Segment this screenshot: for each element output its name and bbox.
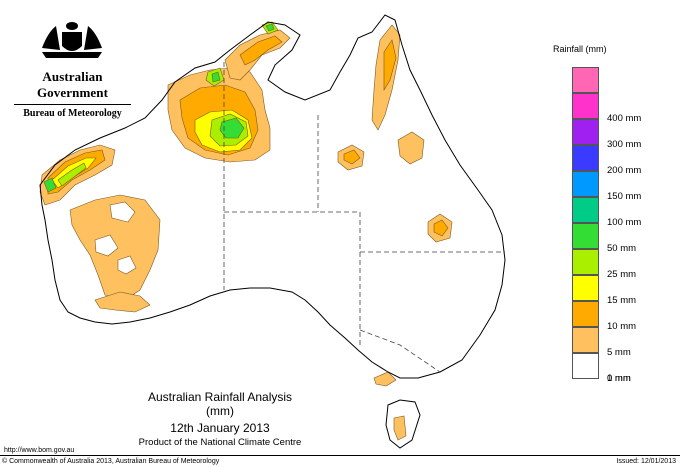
mainland-coastline bbox=[39, 14, 506, 379]
rain-area-top-end-25mm bbox=[265, 23, 275, 32]
rain-area-darwin-25mm bbox=[211, 71, 221, 83]
legend-label: 50 mm bbox=[607, 243, 637, 254]
legend-label: 400 mm bbox=[607, 113, 642, 124]
legend-label: 0 mm bbox=[607, 373, 631, 384]
government-rule bbox=[14, 104, 131, 105]
caption-date: 12th January 2013 bbox=[170, 421, 270, 435]
rain-area-vic bbox=[373, 371, 397, 387]
issued-date: Issued: 12/01/2013 bbox=[616, 458, 676, 465]
legend-row: 0 mm bbox=[572, 373, 672, 405]
footer-divider bbox=[0, 455, 680, 456]
legend-swatch bbox=[572, 249, 599, 275]
legend-label: 15 mm bbox=[607, 295, 637, 306]
legend-swatch bbox=[572, 171, 599, 197]
legend-row: 50 mm bbox=[572, 223, 672, 254]
legend-label: 1 mm bbox=[607, 373, 631, 384]
legend-swatch bbox=[572, 353, 599, 379]
rain-area-wa-south bbox=[94, 291, 151, 313]
rain-area-kimberley-25mm bbox=[219, 117, 245, 139]
coat-of-arms-icon bbox=[42, 22, 102, 58]
legend-title: Rainfall (mm) bbox=[553, 44, 607, 54]
rainfall-shading bbox=[39, 21, 453, 441]
rain-area-qld-south-5mm bbox=[433, 219, 449, 237]
legend-row: 15 mm bbox=[572, 275, 672, 306]
legend-swatch bbox=[572, 119, 599, 145]
legend-row: 200 mm bbox=[572, 145, 672, 176]
legend-row: 300 mm bbox=[572, 119, 672, 150]
legend-swatch bbox=[572, 93, 599, 119]
legend-label: 300 mm bbox=[607, 139, 642, 150]
rain-area-wa-cutout-3 bbox=[117, 255, 137, 275]
rain-area-qld-central-5mm bbox=[343, 149, 361, 165]
rain-area-tas bbox=[393, 415, 407, 441]
legend-swatch bbox=[572, 67, 599, 93]
legend-label: 100 mm bbox=[607, 217, 642, 228]
legend-swatch bbox=[572, 301, 599, 327]
legend-swatch bbox=[572, 327, 599, 353]
government-branding: Australian Government Bureau of Meteorol… bbox=[10, 10, 135, 119]
state-borders bbox=[223, 62, 505, 373]
legend-label: 10 mm bbox=[607, 321, 637, 332]
rain-area-pilbara-25mm bbox=[43, 177, 57, 193]
rain-area-qld-cape-5mm bbox=[383, 39, 397, 92]
rain-area-wa-cutout-1 bbox=[109, 201, 136, 223]
copyright-text: © Commonwealth of Australia 2013, Austra… bbox=[2, 458, 220, 465]
legend-row: 5 mm bbox=[572, 327, 672, 358]
legend-row: 25 mm bbox=[572, 249, 672, 280]
legend-row bbox=[572, 67, 672, 93]
bom-url: http://www.bom.gov.au bbox=[4, 447, 75, 454]
legend-row: 10 mm bbox=[572, 301, 672, 332]
legend-row: 150 mm bbox=[572, 171, 672, 202]
rain-area-qld-east bbox=[397, 131, 425, 165]
government-title: Australian Government bbox=[36, 69, 109, 100]
legend-swatch bbox=[572, 223, 599, 249]
legend-label: 5 mm bbox=[607, 347, 631, 358]
caption-title: Australian Rainfall Analysis (mm) bbox=[147, 390, 293, 418]
legend-row: 400 mm bbox=[572, 93, 672, 124]
legend-swatch bbox=[572, 145, 599, 171]
tasmania-coastline bbox=[385, 399, 421, 449]
map-caption: Australian Rainfall Analysis (mm) 12th J… bbox=[135, 390, 305, 448]
legend-label: 200 mm bbox=[607, 165, 642, 176]
rain-area-wa-cutout-2 bbox=[94, 234, 119, 257]
border-nsw-vic bbox=[359, 329, 441, 373]
legend-swatch bbox=[572, 275, 599, 301]
legend-label: 25 mm bbox=[607, 269, 637, 280]
legend-swatch bbox=[572, 197, 599, 223]
rain-area-top-end-5mm bbox=[239, 35, 283, 66]
caption-product: Product of the National Climate Centre bbox=[138, 437, 302, 448]
legend-row: 1 mm bbox=[572, 353, 672, 384]
bureau-title: Bureau of Meteorology bbox=[23, 108, 122, 119]
legend-label: 150 mm bbox=[607, 191, 642, 202]
legend-row: 100 mm bbox=[572, 197, 672, 228]
rain-area-pilbara-15mm bbox=[57, 162, 87, 187]
